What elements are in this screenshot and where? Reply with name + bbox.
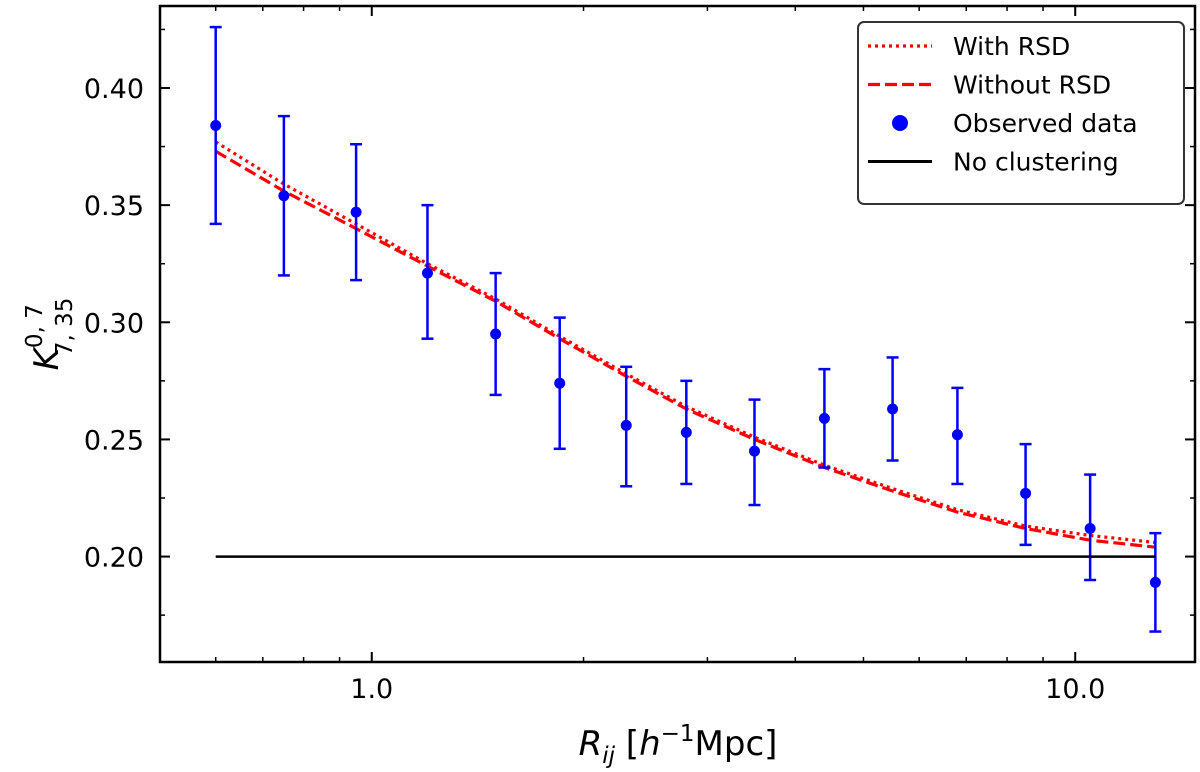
x-axis-label-bracket: [ bbox=[615, 724, 639, 764]
y-tick-label: 0.30 bbox=[84, 308, 144, 339]
x-axis-label-main: R bbox=[579, 724, 603, 764]
plot-area bbox=[209, 25, 1162, 633]
legend-entry: No clustering bbox=[868, 148, 1119, 177]
y-axis-label-sup: 0, 7 bbox=[22, 304, 48, 348]
legend-label: No clustering bbox=[953, 148, 1119, 177]
legend-entry: With RSD bbox=[868, 32, 1070, 61]
x-axis-label: Rij [h−1Mpc] bbox=[579, 721, 778, 769]
data-point bbox=[350, 206, 362, 218]
legend-entry: Observed data bbox=[892, 109, 1138, 138]
data-point bbox=[620, 419, 632, 431]
x-axis-label-unit-sup: −1 bbox=[661, 721, 695, 747]
x-tick-label: 10.0 bbox=[1045, 674, 1105, 705]
x-tick-label: 1.0 bbox=[350, 674, 393, 705]
y-tick-label: 0.35 bbox=[84, 191, 144, 222]
legend-label: Observed data bbox=[953, 109, 1138, 138]
axis-ticks: 0.20 0.25 0.30 0.35 0.40 1.0 10.0 bbox=[84, 6, 1195, 705]
legend: With RSD Without RSD Observed data No clust… bbox=[857, 21, 1185, 205]
legend-box bbox=[857, 21, 1185, 205]
y-axis-label-sub: 7, 35 bbox=[52, 298, 78, 357]
data-point bbox=[490, 328, 502, 340]
y-axis-label-main: K bbox=[27, 345, 67, 370]
y-tick-label: 0.20 bbox=[84, 543, 144, 574]
data-point bbox=[680, 426, 692, 438]
y-axis-label: K0, 7 7, 35 bbox=[22, 298, 78, 371]
legend-label: Without RSD bbox=[953, 71, 1111, 100]
data-point bbox=[818, 412, 830, 424]
data-point bbox=[278, 190, 290, 202]
x-axis-label-unit-rest: Mpc] bbox=[695, 724, 778, 764]
plot-frame bbox=[158, 4, 1197, 664]
data-point bbox=[554, 377, 566, 389]
x-axis-label-unit: h bbox=[639, 724, 661, 764]
data-point bbox=[1084, 522, 1096, 534]
svg-text:K0, 77, 35: K0, 7 7, 35 bbox=[22, 298, 78, 371]
svg-text:Rij [h−1Mpc]: Rij [h−1Mpc] bbox=[579, 721, 778, 769]
data-point bbox=[1149, 576, 1161, 588]
legend-entry: Without RSD bbox=[868, 71, 1111, 100]
data-point bbox=[421, 267, 433, 279]
legend-marker bbox=[892, 115, 908, 131]
data-point bbox=[1020, 487, 1032, 499]
data-point bbox=[951, 429, 963, 441]
y-tick-label: 0.25 bbox=[84, 425, 144, 456]
legend-label: With RSD bbox=[953, 32, 1070, 61]
y-tick-label: 0.40 bbox=[84, 74, 144, 105]
series-observed-data bbox=[209, 25, 1162, 633]
data-point bbox=[210, 119, 222, 131]
data-point bbox=[887, 403, 899, 415]
x-axis-label-sub: ij bbox=[602, 743, 615, 769]
data-point bbox=[748, 445, 760, 457]
